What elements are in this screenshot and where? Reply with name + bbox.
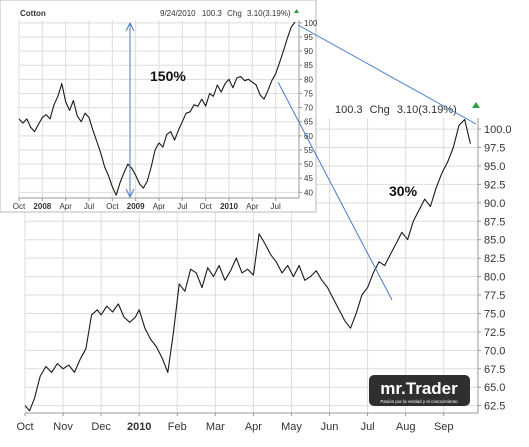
y-tick-label: 55 [304,146,313,155]
main-header-quote: 100.3 Chg 3.10(3.19%) [335,104,457,116]
y-tick-label: 90 [304,47,313,56]
y-tick-label: 75 [304,89,313,98]
y-tick-label: 82.5 [484,253,505,265]
y-tick-label: 62.5 [484,401,505,413]
x-tick-label: Feb [168,421,187,433]
y-tick-label: 75.0 [484,308,505,320]
y-tick-label: 65 [304,118,313,127]
x-tick-label: Apr [153,202,166,211]
x-tick-label: Jul [84,202,94,211]
inset-chart: 40 45 50 55 60 65 70 75 80 85 90 95 100 Oct 2008 Apr Ju… [0,0,318,213]
y-tick-label: 45 [304,174,313,183]
inset-grid [18,20,299,198]
x-tick-label: Mar [206,421,225,433]
main-y-axis-ticks: 62.5 65.0 67.5 70.0 72.5 75.0 77.5 80.0 82.5 85.0… [478,124,512,413]
x-tick-label: Apr [59,202,72,211]
x-tick-label: Jun [321,421,339,433]
y-tick-label: 67.5 [484,364,505,376]
inset-x-axis-ticks: Oct 2008 Apr Jul Oct 2009 Apr Jul Oct 2010 Apr Jul [13,198,281,211]
range-arrow-head-top [125,21,135,32]
x-tick-label: Jul [361,421,375,433]
x-tick-label: Jul [271,202,281,211]
x-tick-label: 2010 [127,421,151,433]
inset-frame [0,0,317,213]
y-tick-label: 95 [304,33,313,42]
y-tick-label: 72.5 [484,327,505,339]
y-tick-label: 40 [304,188,313,197]
x-tick-label: Nov [53,421,73,433]
y-tick-label: 92.5 [484,179,505,191]
annotation-150-percent: 150% [150,68,186,84]
logo-name: mr.Trader [380,379,458,398]
connector-top [297,24,477,125]
y-tick-label: 77.5 [484,290,505,302]
x-tick-label: Oct [106,202,119,211]
main-price-line [24,118,471,412]
x-tick-label: Sep [434,421,454,433]
mrtrader-logo: mr.Trader Pasión por la verdad y el cono… [369,375,470,406]
x-tick-label: Jul [177,202,187,211]
inset-price-line [18,21,296,196]
x-tick-label: Oct [16,421,33,433]
inset-header-quote: 9/24/2010 100.3 Chg 3.10(3.19%) [160,9,291,18]
y-tick-label: 80.0 [484,272,505,284]
x-tick-label: 2009 [127,202,145,211]
x-tick-label: Oct [13,202,26,211]
y-tick-label: 90.0 [484,198,505,210]
x-tick-label: Aug [396,421,416,433]
y-tick-label: 50 [304,160,313,169]
up-arrow-icon [472,102,480,108]
x-tick-label: 2008 [33,202,51,211]
y-tick-label: 97.5 [484,143,505,155]
y-tick-label: 80 [304,75,313,84]
x-tick-label: Oct [199,202,212,211]
y-tick-label: 60 [304,132,313,141]
logo-background [369,375,470,406]
y-tick-label: 100.0 [484,124,512,136]
y-tick-label: 65.0 [484,382,505,394]
up-arrow-icon [294,9,299,13]
connector-bottom [277,81,393,301]
y-tick-label: 87.5 [484,216,505,228]
annotation-30-percent: 30% [389,183,418,199]
x-tick-label: Dec [91,421,111,433]
y-tick-label: 95.0 [484,161,505,173]
y-tick-label: 85.0 [484,235,505,247]
y-tick-label: 85 [304,61,313,70]
x-tick-label: May [281,421,302,433]
x-tick-label: Apr [245,421,262,433]
y-tick-label: 70 [304,104,313,113]
inset-title: Cotton [20,9,46,18]
main-x-axis-ticks: Oct Nov Dec 2010 Feb Mar Apr May Jun Jul Aug Sep [16,413,454,433]
y-tick-label: 100 [304,19,318,28]
x-tick-label: Apr [246,202,259,211]
logo-tagline: Pasión por la verdad y el conocimiento [380,399,458,404]
range-arrow-head-bottom [125,188,135,199]
x-tick-label: 2010 [220,202,238,211]
y-tick-label: 70.0 [484,345,505,357]
